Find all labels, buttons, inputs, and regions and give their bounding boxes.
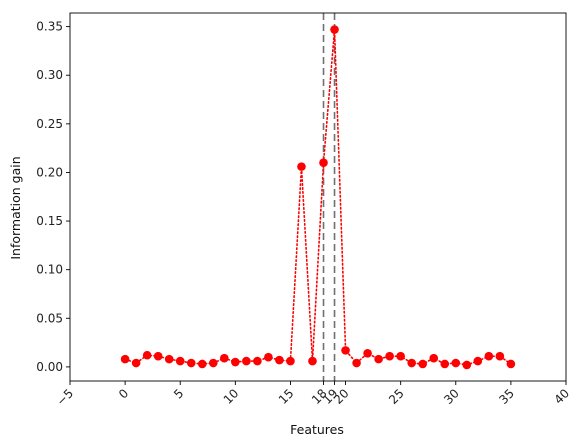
x-tick-label: 0 <box>116 386 131 401</box>
x-tick-label: 15 <box>276 386 297 407</box>
data-point <box>131 358 141 368</box>
data-point <box>164 354 174 364</box>
data-point <box>440 359 450 369</box>
data-point <box>275 355 284 365</box>
x-tick-label: 20 <box>331 386 352 407</box>
y-tick-label: 0.00 <box>36 360 63 374</box>
y-tick-label: 0.05 <box>36 311 63 325</box>
y-tick-label: 0.15 <box>36 214 63 228</box>
data-point <box>396 351 405 361</box>
data-point <box>308 356 317 366</box>
data-point <box>495 351 505 361</box>
x-tick-label: 25 <box>386 386 407 407</box>
data-point <box>153 351 163 361</box>
data-point <box>297 162 306 171</box>
data-point <box>220 353 229 363</box>
data-point <box>352 358 361 368</box>
data-point <box>341 346 350 355</box>
data-point <box>142 350 152 360</box>
y-axis-label: Information gain <box>8 156 23 259</box>
data-point <box>484 351 494 361</box>
data-point <box>253 356 262 366</box>
data-point <box>506 359 516 369</box>
data-point <box>175 356 185 366</box>
x-axis-label: Features <box>290 422 344 437</box>
y-tick-label: 0.35 <box>36 20 63 34</box>
series-line <box>124 29 512 366</box>
x-tick-label: −5 <box>54 386 76 408</box>
data-point <box>286 356 295 366</box>
data-point <box>385 351 394 361</box>
x-tick-label: 10 <box>221 386 242 407</box>
data-point <box>407 358 416 368</box>
x-tick-label: 35 <box>496 386 517 407</box>
data-point <box>473 356 483 366</box>
axes-frame <box>69 12 567 382</box>
data-point <box>319 158 328 168</box>
data-point <box>429 353 439 363</box>
plot-area <box>69 12 567 382</box>
y-tick-label: 0.25 <box>36 117 63 131</box>
y-tick-label: 0.30 <box>36 68 63 82</box>
x-tick-label: 40 <box>551 386 572 407</box>
data-point <box>197 359 207 369</box>
data-point <box>242 356 251 366</box>
y-tick-label: 0.10 <box>36 263 63 277</box>
y-axis-ticks: 0.00 0.05 0.10 0.15 0.20 0.25 0.30 0.35 <box>36 20 70 374</box>
data-point <box>264 352 273 362</box>
x-tick-label: 30 <box>441 386 462 407</box>
data-point <box>186 358 196 368</box>
data-point <box>363 348 372 358</box>
data-point <box>330 25 339 34</box>
data-point <box>231 357 240 367</box>
data-point <box>374 354 383 364</box>
data-point <box>462 360 472 370</box>
data-point <box>208 358 218 368</box>
y-tick-label: 0.20 <box>36 165 63 179</box>
data-point <box>120 354 130 364</box>
data-point <box>451 358 461 368</box>
data-point <box>418 359 428 369</box>
x-tick-label: 5 <box>171 386 186 401</box>
